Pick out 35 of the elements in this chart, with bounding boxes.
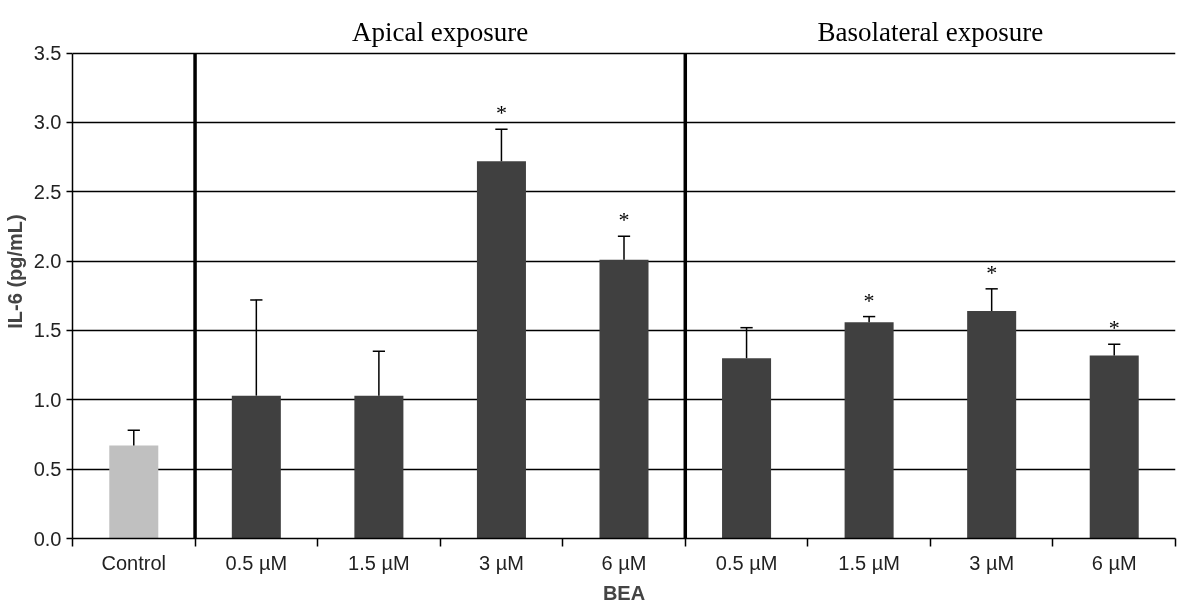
x-tick-label: 1.5 µM bbox=[348, 551, 410, 574]
x-tick-label: 3 µM bbox=[969, 551, 1015, 574]
data-label: * bbox=[986, 259, 998, 285]
bar bbox=[722, 358, 772, 539]
bar bbox=[109, 445, 159, 539]
y-axis-title: IL-6 (pg/mL) bbox=[3, 214, 26, 329]
x-tick-label: 3 µM bbox=[479, 551, 524, 574]
bar bbox=[1089, 355, 1139, 539]
x-axis-title: BEA bbox=[602, 581, 646, 604]
x-tick-label: Control bbox=[101, 551, 167, 574]
x-tick-label: 1.5 µM bbox=[838, 551, 900, 574]
x-tick-label: 0.5 µM bbox=[715, 551, 778, 574]
bar bbox=[599, 259, 649, 539]
x-tick-label: 0.5 µM bbox=[225, 551, 288, 574]
y-tick-label: 3.0 bbox=[33, 111, 62, 134]
bar bbox=[476, 161, 526, 539]
bar bbox=[231, 395, 281, 539]
y-tick-label: 0.0 bbox=[33, 527, 62, 550]
bar bbox=[844, 322, 894, 539]
x-tick-label: 6 µM bbox=[1091, 551, 1137, 574]
data-label: * bbox=[863, 287, 875, 313]
text: Apical exposure bbox=[352, 17, 529, 48]
y-tick-label: 2.0 bbox=[33, 250, 62, 273]
bar bbox=[967, 311, 1017, 539]
data-label: * bbox=[618, 207, 630, 233]
x-tick-label: 6 µM bbox=[601, 551, 647, 574]
y-tick-label: 1.5 bbox=[33, 319, 62, 342]
text: Basolateral exposure bbox=[817, 17, 1044, 48]
bar bbox=[354, 395, 404, 539]
y-tick-label: 2.5 bbox=[33, 180, 62, 203]
y-tick-label: 3.5 bbox=[33, 42, 62, 65]
y-tick-label: 1.0 bbox=[33, 388, 62, 411]
data-label: * bbox=[1108, 315, 1120, 341]
data-label: * bbox=[495, 100, 507, 126]
y-tick-label: 0.5 bbox=[33, 458, 62, 481]
